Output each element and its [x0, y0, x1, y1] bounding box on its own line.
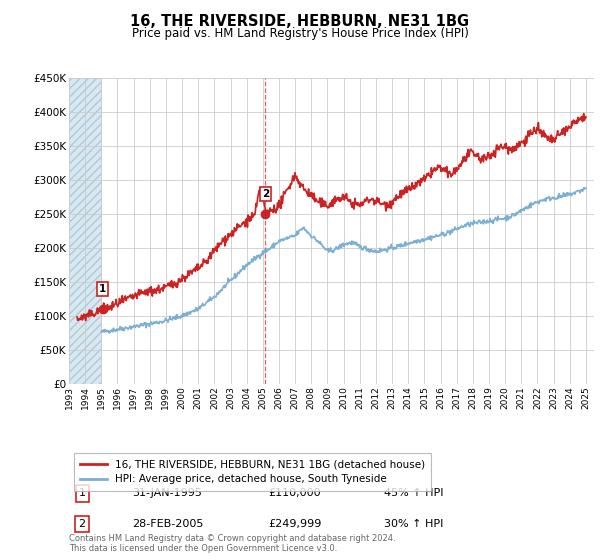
Text: Price paid vs. HM Land Registry's House Price Index (HPI): Price paid vs. HM Land Registry's House … — [131, 27, 469, 40]
Text: 16, THE RIVERSIDE, HEBBURN, NE31 1BG: 16, THE RIVERSIDE, HEBBURN, NE31 1BG — [130, 14, 470, 29]
Text: 1: 1 — [99, 284, 106, 294]
Text: 31-JAN-1995: 31-JAN-1995 — [132, 488, 202, 498]
Text: £249,999: £249,999 — [269, 519, 322, 529]
Text: 45% ↑ HPI: 45% ↑ HPI — [384, 488, 443, 498]
Bar — [69, 78, 101, 384]
Text: 28-FEB-2005: 28-FEB-2005 — [132, 519, 203, 529]
Text: £110,000: £110,000 — [269, 488, 321, 498]
Text: 1: 1 — [79, 488, 86, 498]
Text: 2: 2 — [262, 189, 269, 199]
Text: 2: 2 — [79, 519, 86, 529]
Text: 30% ↑ HPI: 30% ↑ HPI — [384, 519, 443, 529]
Text: Contains HM Land Registry data © Crown copyright and database right 2024.
This d: Contains HM Land Registry data © Crown c… — [69, 534, 395, 553]
Legend: 16, THE RIVERSIDE, HEBBURN, NE31 1BG (detached house), HPI: Average price, detac: 16, THE RIVERSIDE, HEBBURN, NE31 1BG (de… — [74, 453, 431, 491]
